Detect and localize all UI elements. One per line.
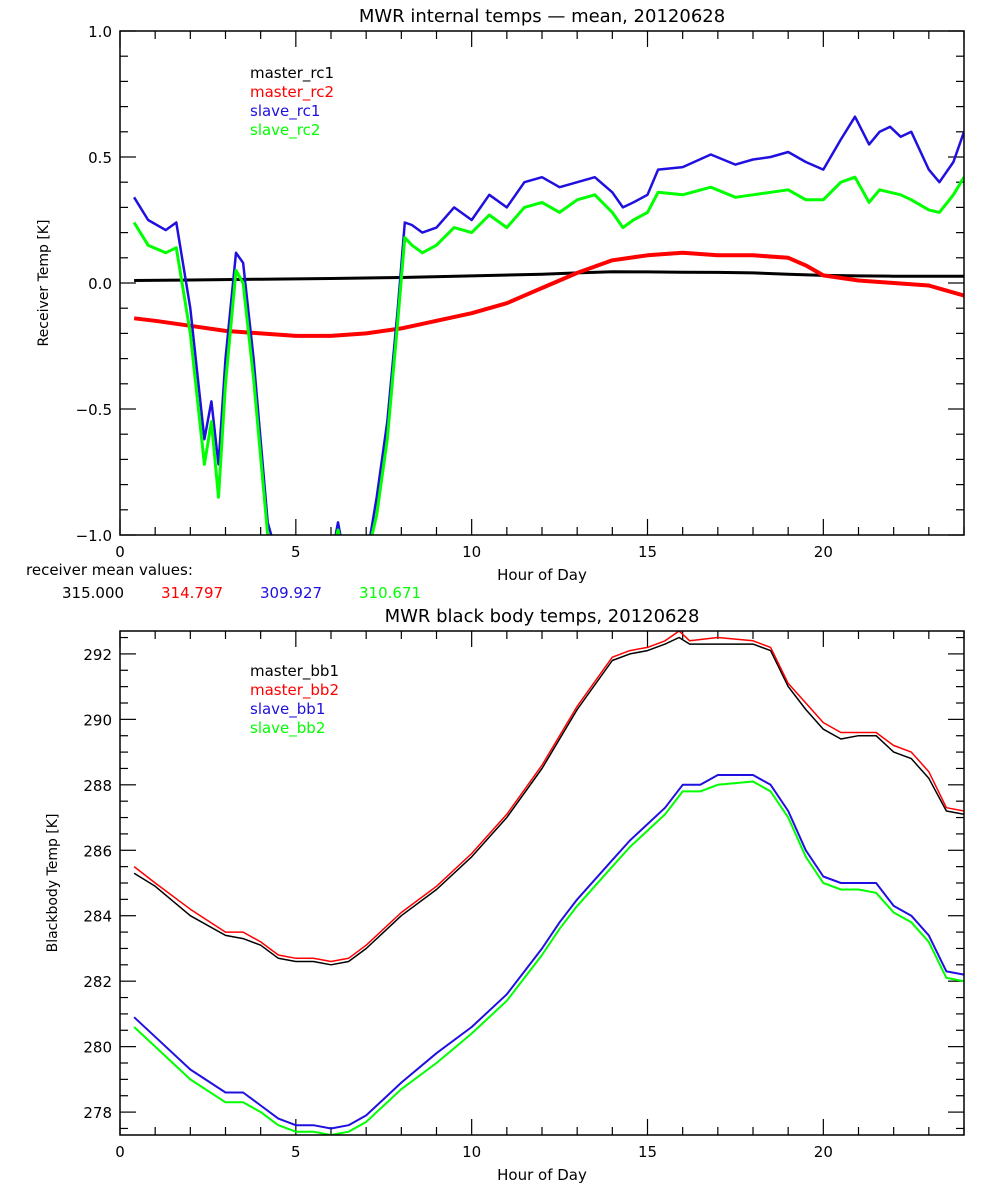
y-tick-label: 0.0: [88, 275, 112, 293]
legend-entry-slave-bb1: slave_bb1: [250, 700, 325, 719]
series-line-slave-rc1: [133, 115, 964, 535]
x-tick-label: 15: [638, 1143, 657, 1161]
y-tick-label: 290: [83, 711, 112, 729]
y-tick-label: −1.0: [76, 527, 112, 545]
panel-blackbody-temps: MWR black body temps, 20120628 Blackbody…: [45, 606, 965, 1184]
plot-frame: [119, 30, 965, 536]
series-line-master-bb1: [133, 636, 964, 966]
x-tick-label: 10: [462, 543, 481, 561]
x-tick-label: 20: [814, 1143, 833, 1161]
series-line-slave-bb1: [133, 774, 964, 1130]
legend-entry-slave-rc2: slave_rc2: [250, 121, 320, 140]
panel-internal-temps: MWR internal temps — mean, 20120628 Rece…: [26, 6, 965, 602]
mean-value: 309.927: [260, 584, 322, 602]
series-line-slave-bb2: [133, 780, 964, 1135]
y-tick-label: 282: [83, 973, 112, 991]
x-tick-label: 0: [115, 1143, 125, 1161]
legend-entry-master-rc2: master_rc2: [250, 83, 334, 102]
x-tick-label: 15: [638, 543, 657, 561]
series-line-slave-rc2: [132, 175, 964, 535]
plot-lines: [132, 115, 964, 535]
axis-ticks: 0 5 10 15 20 278 280 282 284 286 288 290 292: [83, 631, 965, 1161]
mean-value: 314.797: [161, 584, 223, 602]
plot-frame: [119, 630, 965, 1136]
x-tick-label: 0: [115, 543, 125, 561]
legend-entry-slave-rc1: slave_rc1: [250, 102, 320, 121]
y-tick-label: 1.0: [88, 23, 112, 41]
x-tick-label: 5: [291, 1143, 301, 1161]
chart-title: MWR internal temps — mean, 20120628: [359, 6, 725, 27]
x-axis-label: Hour of Day: [497, 1166, 587, 1184]
y-tick-label: 288: [83, 777, 112, 795]
legend-entry-master-rc1: master_rc1: [250, 64, 334, 83]
x-tick-label: 10: [462, 1143, 481, 1161]
axis-ticks: 0 5 10 15 20 −1.0 −0.5 0.0 0.5 1.0: [76, 23, 965, 561]
y-tick-label: 0.5: [88, 149, 112, 167]
y-tick-label: 284: [83, 908, 112, 926]
y-tick-label: −0.5: [76, 401, 112, 419]
y-tick-label: 286: [83, 842, 112, 860]
y-axis-label: Receiver Temp [K]: [36, 220, 52, 347]
y-tick-label: 278: [83, 1104, 112, 1122]
y-tick-label: 292: [83, 646, 112, 664]
series-line-master-rc1: [134, 270, 964, 282]
series-line-master-bb2: [133, 631, 964, 963]
plot-lines: [133, 631, 964, 1135]
x-axis-label: Hour of Day: [497, 566, 587, 584]
legend-entry-slave-bb2: slave_bb2: [250, 719, 325, 738]
legend-entry-master-bb2: master_bb2: [250, 681, 339, 700]
legend-entry-master-bb1: master_bb1: [250, 662, 339, 681]
x-tick-label: 20: [814, 543, 833, 561]
y-tick-label: 280: [83, 1039, 112, 1057]
x-tick-label: 5: [291, 543, 301, 561]
series-line-master-rc2: [133, 250, 964, 338]
mean-values-label: receiver mean values:: [26, 561, 193, 579]
y-axis-label: Blackbody Temp [K]: [45, 814, 61, 953]
mean-value: 310.671: [359, 584, 421, 602]
mean-values: 315.000 314.797 309.927 310.671: [62, 584, 421, 602]
chart-title: MWR black body temps, 20120628: [385, 606, 700, 627]
mean-value: 315.000: [62, 584, 124, 602]
